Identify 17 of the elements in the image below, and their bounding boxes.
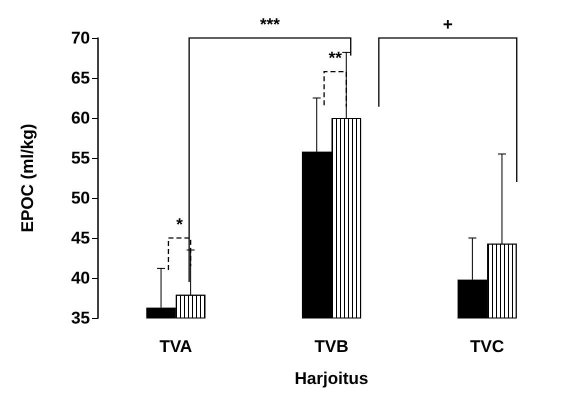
y-tick-label: 65 [71,68,90,88]
annotation: * [176,215,184,234]
text: + [442,15,453,34]
x-tick-label: TVA [159,337,192,356]
y-tick-label: 70 [71,28,90,48]
x-tick-label: TVC [470,337,504,356]
y-axis-title: EPOC (ml/kg) [18,124,37,232]
y-tick-label: 35 [71,308,90,328]
text: *** [260,15,280,34]
y-tick-label: 55 [71,148,90,168]
annotation: ** [328,48,342,68]
y-tick-label: 60 [71,108,90,128]
x-axis-title: Harjoitus [294,369,368,388]
x-tick-label: TVB [314,337,348,356]
y-tick-label: 40 [71,268,90,288]
y-tick-label: 45 [71,228,90,248]
y-tick-label: 50 [71,188,90,208]
